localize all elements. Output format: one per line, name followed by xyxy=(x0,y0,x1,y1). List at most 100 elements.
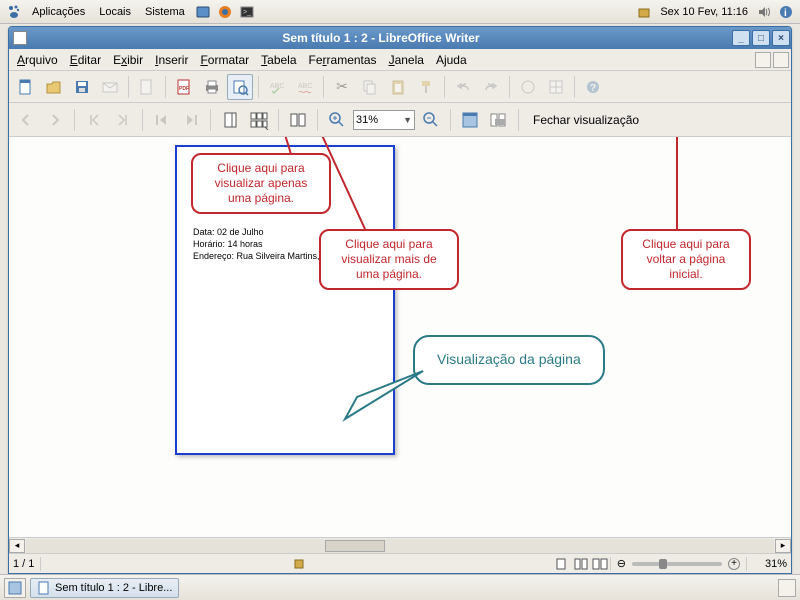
last-page-button[interactable] xyxy=(110,107,136,133)
volume-icon[interactable] xyxy=(755,3,773,21)
menu-inserir[interactable]: Inserir xyxy=(149,51,194,69)
menubar: Arquivo Editar Exibir Inserir Formatar T… xyxy=(9,49,791,71)
spellcheck-button[interactable]: ABC xyxy=(264,74,290,100)
statusbar: 1 / 1 ⊖ + 31% xyxy=(9,553,791,573)
view-single-icon[interactable] xyxy=(556,558,568,570)
scroll-thumb[interactable] xyxy=(325,540,385,552)
menu-janela[interactable]: Janela xyxy=(383,51,430,69)
svg-text:ABC: ABC xyxy=(298,83,312,90)
cut-button[interactable]: ✂ xyxy=(329,74,355,100)
menu-editar[interactable]: Editar xyxy=(64,51,107,69)
callout-3-pointer xyxy=(667,137,687,233)
new-button[interactable] xyxy=(13,74,39,100)
titlebar: Sem título 1 : 2 - LibreOffice Writer _ … xyxy=(9,27,791,49)
open-button[interactable] xyxy=(41,74,67,100)
system-taskbar: Aplicações Locais Sistema >_ Sex 10 Fev,… xyxy=(0,0,800,24)
copy-button[interactable] xyxy=(357,74,383,100)
view-multi-icon[interactable] xyxy=(574,558,586,570)
svg-text:>_: >_ xyxy=(243,9,251,16)
clock[interactable]: Sex 10 Fev, 11:16 xyxy=(656,6,752,18)
zoom-minus[interactable]: ⊖ xyxy=(617,557,626,570)
undo-button[interactable] xyxy=(450,74,476,100)
menu-ajuda[interactable]: Ajuda xyxy=(430,51,473,69)
print-preview-button[interactable] xyxy=(227,74,253,100)
terminal-icon[interactable]: >_ xyxy=(238,3,256,21)
sysmenu-applications[interactable]: Aplicações xyxy=(26,4,91,20)
zoom-percent[interactable]: 31% xyxy=(753,558,787,570)
scroll-track[interactable] xyxy=(26,539,774,553)
callout-preview-label: Visualização da página xyxy=(413,335,605,385)
zoom-out-button[interactable] xyxy=(418,107,444,133)
first-page-button[interactable] xyxy=(81,107,107,133)
zoom-value: 31% xyxy=(356,114,378,126)
pdf-export-button[interactable]: PDF xyxy=(171,74,197,100)
sysmenu-system[interactable]: Sistema xyxy=(139,4,191,20)
help-button[interactable]: ? xyxy=(580,74,606,100)
info-icon[interactable]: i xyxy=(777,3,795,21)
table-button[interactable] xyxy=(543,74,569,100)
gnome-foot-icon xyxy=(5,3,23,21)
print-button[interactable] xyxy=(199,74,225,100)
zoom-slider[interactable] xyxy=(632,562,722,566)
view-book-icon[interactable] xyxy=(592,558,604,570)
hyperlink-button[interactable] xyxy=(515,74,541,100)
save-button[interactable] xyxy=(69,74,95,100)
fullscreen-button[interactable] xyxy=(457,107,483,133)
callout-multi-page: Clique aqui para visualizar mais de uma … xyxy=(319,229,459,290)
minimize-button[interactable]: _ xyxy=(732,30,750,46)
menu-ferramentas[interactable]: Ferramentas xyxy=(303,51,383,69)
scroll-left-button[interactable]: ◂ xyxy=(9,539,25,553)
menu-exibir[interactable]: Exibir xyxy=(107,51,149,69)
page-counter: 1 / 1 xyxy=(13,558,34,570)
document-icon xyxy=(37,581,51,595)
menubar-extra-2[interactable] xyxy=(773,52,789,68)
preview-toolbar: 31% ▼ Fechar visualização xyxy=(9,103,791,137)
document-preview-area: A Cxxxxxxxxxxxxxxxxo da Associação de Mo… xyxy=(9,137,791,537)
close-preview-button[interactable]: Fechar visualização xyxy=(525,111,647,129)
svg-text:PDF: PDF xyxy=(179,86,189,92)
writer-window: Sem título 1 : 2 - LibreOffice Writer _ … xyxy=(8,26,792,574)
paste-button[interactable] xyxy=(385,74,411,100)
redo-button[interactable] xyxy=(478,74,504,100)
update-notifier-icon[interactable] xyxy=(635,3,653,21)
zoom-plus[interactable]: + xyxy=(728,558,740,570)
multi-page-button[interactable] xyxy=(246,107,272,133)
taskbar-item-writer[interactable]: Sem título 1 : 2 - Libre... xyxy=(30,578,179,598)
callout-2-pointer xyxy=(305,137,385,234)
sysmenu-places[interactable]: Locais xyxy=(93,4,137,20)
edit-button[interactable] xyxy=(134,74,160,100)
show-desktop-button[interactable] xyxy=(4,578,26,598)
goto-end-button[interactable] xyxy=(178,107,204,133)
prev-page-button[interactable] xyxy=(13,107,39,133)
auto-spellcheck-button[interactable]: ABC xyxy=(292,74,318,100)
format-paintbrush-button[interactable] xyxy=(413,74,439,100)
callout-4-pointer xyxy=(337,367,427,427)
close-button[interactable]: × xyxy=(772,30,790,46)
firefox-icon[interactable] xyxy=(216,3,234,21)
single-page-button[interactable] xyxy=(217,107,243,133)
maximize-button[interactable]: □ xyxy=(752,30,770,46)
zoom-combo[interactable]: 31% ▼ xyxy=(353,110,415,130)
book-view-button[interactable] xyxy=(285,107,311,133)
standard-toolbar: PDF ABC ABC ✂ ? xyxy=(9,71,791,103)
menu-formatar[interactable]: Formatar xyxy=(194,51,255,69)
menubar-extra-1[interactable] xyxy=(755,52,771,68)
next-page-button[interactable] xyxy=(42,107,68,133)
tray-button[interactable] xyxy=(778,579,796,597)
menu-arquivo[interactable]: Arquivo xyxy=(11,51,64,69)
svg-text:?: ? xyxy=(590,83,596,94)
callout-1-pointer xyxy=(269,137,299,159)
email-button[interactable] xyxy=(97,74,123,100)
bottom-taskbar: Sem título 1 : 2 - Libre... xyxy=(0,574,800,600)
insert-mode-icon[interactable] xyxy=(293,558,305,570)
zoom-in-button[interactable] xyxy=(324,107,350,133)
horizontal-scrollbar[interactable]: ◂ ▸ xyxy=(9,537,791,553)
chevron-down-icon: ▼ xyxy=(403,115,412,125)
window-title: Sem título 1 : 2 - LibreOffice Writer xyxy=(31,31,731,45)
file-manager-icon[interactable] xyxy=(194,3,212,21)
goto-start-button[interactable] xyxy=(149,107,175,133)
zoom-slider-knob[interactable] xyxy=(659,559,667,569)
print-from-preview-button[interactable] xyxy=(486,107,512,133)
scroll-right-button[interactable]: ▸ xyxy=(775,539,791,553)
menu-tabela[interactable]: Tabela xyxy=(255,51,302,69)
